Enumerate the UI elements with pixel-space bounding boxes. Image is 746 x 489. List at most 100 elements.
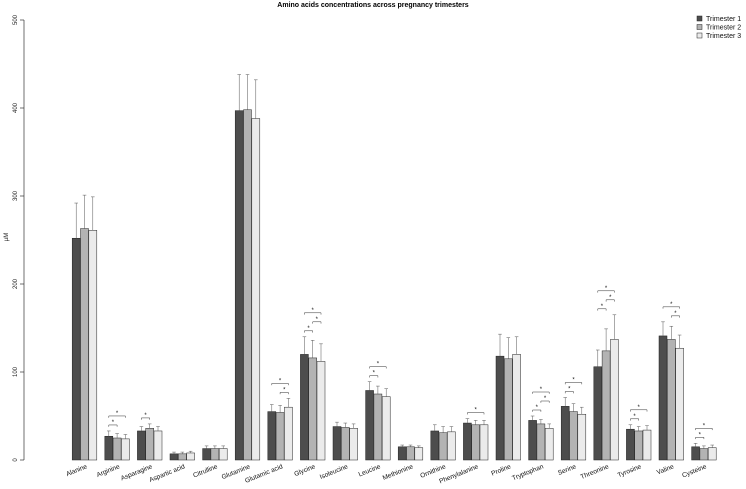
category-label: Leucine xyxy=(358,463,382,478)
bar xyxy=(284,406,293,461)
bar xyxy=(610,339,619,461)
bar xyxy=(414,447,424,461)
bar xyxy=(80,228,89,461)
category-label: Aspartic acid xyxy=(148,463,186,484)
significance-bracket xyxy=(369,366,387,369)
significance-star: * xyxy=(373,371,376,377)
significance-star: * xyxy=(605,286,608,292)
significance-star: * xyxy=(633,414,636,420)
bar xyxy=(137,430,146,461)
category-label: Citrulline xyxy=(192,463,219,479)
significance-bracket xyxy=(695,428,713,431)
bar xyxy=(341,427,350,461)
bar xyxy=(178,453,187,461)
bar xyxy=(104,435,114,461)
category-label: Isoleucine xyxy=(319,463,349,481)
category-label: Tyrosine xyxy=(617,463,643,479)
legend-label: Trimester 2 xyxy=(706,25,741,32)
bar xyxy=(275,412,285,461)
significance-bracket xyxy=(467,412,485,415)
significance-bracket xyxy=(312,321,322,324)
significance-bracket xyxy=(597,308,607,311)
y-tick-label: 400 xyxy=(13,102,19,113)
legend-label: Trimester 3 xyxy=(706,33,741,40)
significance-star: * xyxy=(544,396,547,402)
bar xyxy=(186,452,195,461)
bar xyxy=(121,438,130,461)
bar xyxy=(397,446,407,461)
bar xyxy=(536,423,546,461)
category-label: Threonine xyxy=(580,463,610,481)
category-label: Cysteine xyxy=(681,463,708,479)
bar xyxy=(381,396,391,461)
significance-bracket xyxy=(564,382,583,385)
bar xyxy=(202,448,211,461)
legend-swatch xyxy=(696,24,703,30)
bar xyxy=(71,237,81,461)
bar xyxy=(560,406,570,461)
bar xyxy=(365,390,374,461)
significance-bracket xyxy=(108,424,118,427)
significance-bracket xyxy=(108,415,126,418)
significance-star: * xyxy=(670,302,673,308)
y-tick-label: 300 xyxy=(13,190,19,201)
significance-star: * xyxy=(609,295,612,301)
significance-bracket xyxy=(304,330,313,333)
significance-star: * xyxy=(572,378,575,384)
bar xyxy=(438,432,448,461)
y-tick-label: 500 xyxy=(13,14,19,25)
bar xyxy=(528,420,537,461)
significance-star: * xyxy=(307,326,310,332)
bar xyxy=(251,118,261,461)
significance-star: * xyxy=(699,432,702,438)
bar xyxy=(112,437,122,461)
bar xyxy=(658,335,668,461)
category-label: Valine xyxy=(656,463,675,476)
y-tick-label: 200 xyxy=(13,278,19,289)
bar xyxy=(626,428,635,461)
significance-star: * xyxy=(601,304,604,310)
significance-bracket xyxy=(540,400,550,403)
category-label: Tryptophan xyxy=(511,463,545,482)
bar xyxy=(691,446,700,461)
significance-star: * xyxy=(568,387,571,393)
significance-star: * xyxy=(540,387,543,393)
bar xyxy=(667,339,676,461)
legend-swatch xyxy=(696,32,703,39)
significance-bracket xyxy=(597,290,615,293)
bar xyxy=(406,446,415,461)
bar xyxy=(479,424,489,461)
bar xyxy=(332,426,342,461)
bar xyxy=(145,428,154,461)
significance-star: * xyxy=(703,423,706,429)
significance-star: * xyxy=(279,378,282,384)
bar xyxy=(316,361,326,461)
significance-bracket xyxy=(532,391,550,394)
legend-swatch xyxy=(696,15,703,22)
bar xyxy=(504,358,513,461)
significance-star: * xyxy=(536,405,539,411)
bar xyxy=(88,230,98,461)
significance-bracket xyxy=(141,417,150,420)
category-label: Glycine xyxy=(293,463,316,478)
significance-star: * xyxy=(312,308,315,314)
bar xyxy=(153,430,163,461)
bar xyxy=(210,448,220,461)
category-label: Methionine xyxy=(382,463,415,482)
significance-star: * xyxy=(144,413,147,419)
bar xyxy=(707,447,717,461)
significance-star: * xyxy=(116,411,119,417)
significance-star: * xyxy=(316,317,319,323)
significance-bracket xyxy=(630,409,648,412)
category-label: Arginine xyxy=(96,463,121,479)
chart-title: Amino acids concentrations across pregna… xyxy=(277,2,469,9)
category-label: Serine xyxy=(557,463,578,477)
significance-star: * xyxy=(475,408,478,414)
bar xyxy=(447,431,456,461)
y-axis-label: µM xyxy=(4,233,10,241)
significance-star: * xyxy=(638,405,641,411)
y-tick-label: 100 xyxy=(13,366,19,377)
legend-label: Trimester 1 xyxy=(706,16,741,23)
bar xyxy=(512,354,521,461)
